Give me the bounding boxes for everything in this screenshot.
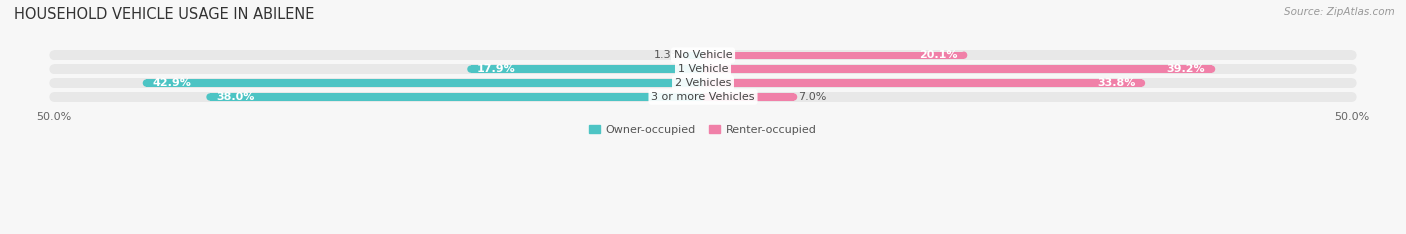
Circle shape — [49, 64, 59, 74]
Circle shape — [1347, 92, 1357, 102]
Bar — [53, 64, 1353, 74]
Circle shape — [683, 51, 689, 59]
Circle shape — [1347, 78, 1357, 88]
Circle shape — [1139, 79, 1144, 87]
Bar — [703, 51, 965, 59]
Text: 42.9%: 42.9% — [153, 78, 191, 88]
Text: 33.8%: 33.8% — [1097, 78, 1135, 88]
Text: 2 Vehicles: 2 Vehicles — [675, 78, 731, 88]
Text: 3 or more Vehicles: 3 or more Vehicles — [651, 92, 755, 102]
Bar — [703, 79, 1142, 87]
Bar — [686, 51, 703, 59]
Text: 1.3%: 1.3% — [654, 50, 682, 60]
Text: 17.9%: 17.9% — [477, 64, 516, 74]
Circle shape — [467, 66, 474, 73]
Circle shape — [790, 93, 797, 101]
Bar — [53, 78, 1353, 88]
Text: 38.0%: 38.0% — [217, 92, 254, 102]
Text: HOUSEHOLD VEHICLE USAGE IN ABILENE: HOUSEHOLD VEHICLE USAGE IN ABILENE — [14, 7, 315, 22]
Text: 1 Vehicle: 1 Vehicle — [678, 64, 728, 74]
Text: 7.0%: 7.0% — [797, 92, 827, 102]
Text: 20.1%: 20.1% — [920, 50, 957, 60]
Bar — [703, 93, 794, 101]
Bar — [471, 66, 703, 73]
Bar — [703, 66, 1212, 73]
Bar — [209, 93, 703, 101]
Circle shape — [1209, 66, 1215, 73]
Circle shape — [49, 78, 59, 88]
Text: No Vehicle: No Vehicle — [673, 50, 733, 60]
Circle shape — [49, 92, 59, 102]
Bar — [146, 79, 703, 87]
Circle shape — [207, 93, 214, 101]
Circle shape — [960, 51, 967, 59]
Circle shape — [1347, 64, 1357, 74]
Text: 39.2%: 39.2% — [1167, 64, 1205, 74]
Bar — [53, 50, 1353, 60]
Text: Source: ZipAtlas.com: Source: ZipAtlas.com — [1284, 7, 1395, 17]
Circle shape — [49, 50, 59, 60]
Circle shape — [143, 79, 149, 87]
Circle shape — [1347, 50, 1357, 60]
Legend: Owner-occupied, Renter-occupied: Owner-occupied, Renter-occupied — [589, 125, 817, 135]
Bar — [53, 92, 1353, 102]
